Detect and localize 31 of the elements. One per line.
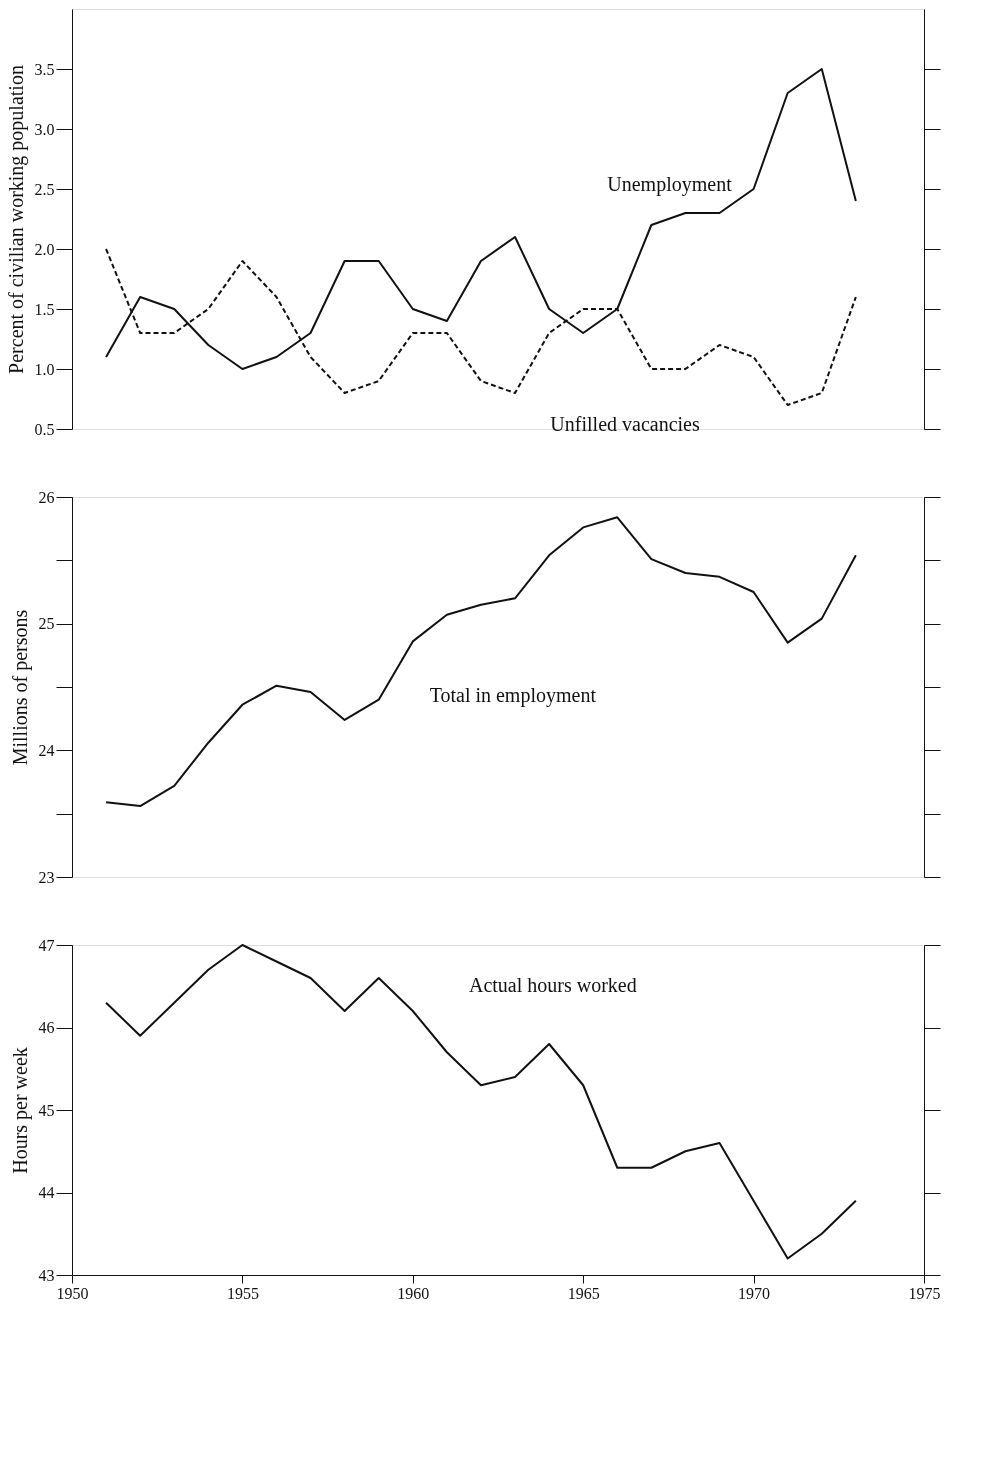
x-tick-label: 1960 (397, 1284, 430, 1302)
y-tick-label: 1.5 (34, 300, 55, 318)
line-series (105, 944, 857, 1260)
y-tick-label: 2.0 (34, 240, 55, 258)
y-tick-label: 3.0 (34, 120, 55, 138)
y-tick-label: 45 (38, 1101, 55, 1119)
line-series (105, 516, 857, 808)
series-label: Total in employment (429, 684, 597, 708)
x-tick-label: 1965 (567, 1284, 600, 1302)
y-tick-label: 1.0 (34, 360, 55, 378)
y-tick-label: 3.5 (34, 60, 55, 78)
y-tick-label: 44 (38, 1184, 55, 1201)
y-tick-label: 46 (38, 1019, 55, 1036)
text: Unfilled vacancies (550, 413, 700, 435)
y-tick-label: 24 (38, 741, 55, 759)
x-tick-label: 1975 (908, 1284, 941, 1302)
y-tick-label: 25 (38, 615, 55, 633)
x-tick-label: 1970 (738, 1284, 771, 1302)
y-tick-label: 0.5 (34, 420, 55, 438)
y-tick-label: 2.5 (34, 180, 55, 198)
x-tick-label: 1950 (56, 1284, 89, 1302)
x-tick-label: 1955 (226, 1284, 259, 1302)
y-tick-label: 26 (38, 488, 55, 506)
y-tick-label: 47 (38, 936, 55, 954)
y-axis-title: Hours per week (8, 1047, 32, 1174)
y-tick-label: 23 (38, 868, 55, 886)
y-axis-title: Percent of civilian working population (4, 65, 28, 374)
series-label: Unemployment (607, 173, 733, 196)
y-tick-label: 43 (38, 1266, 55, 1284)
y-axis-title: Millions of persons (8, 609, 32, 766)
text: Actual hours worked (468, 974, 637, 996)
